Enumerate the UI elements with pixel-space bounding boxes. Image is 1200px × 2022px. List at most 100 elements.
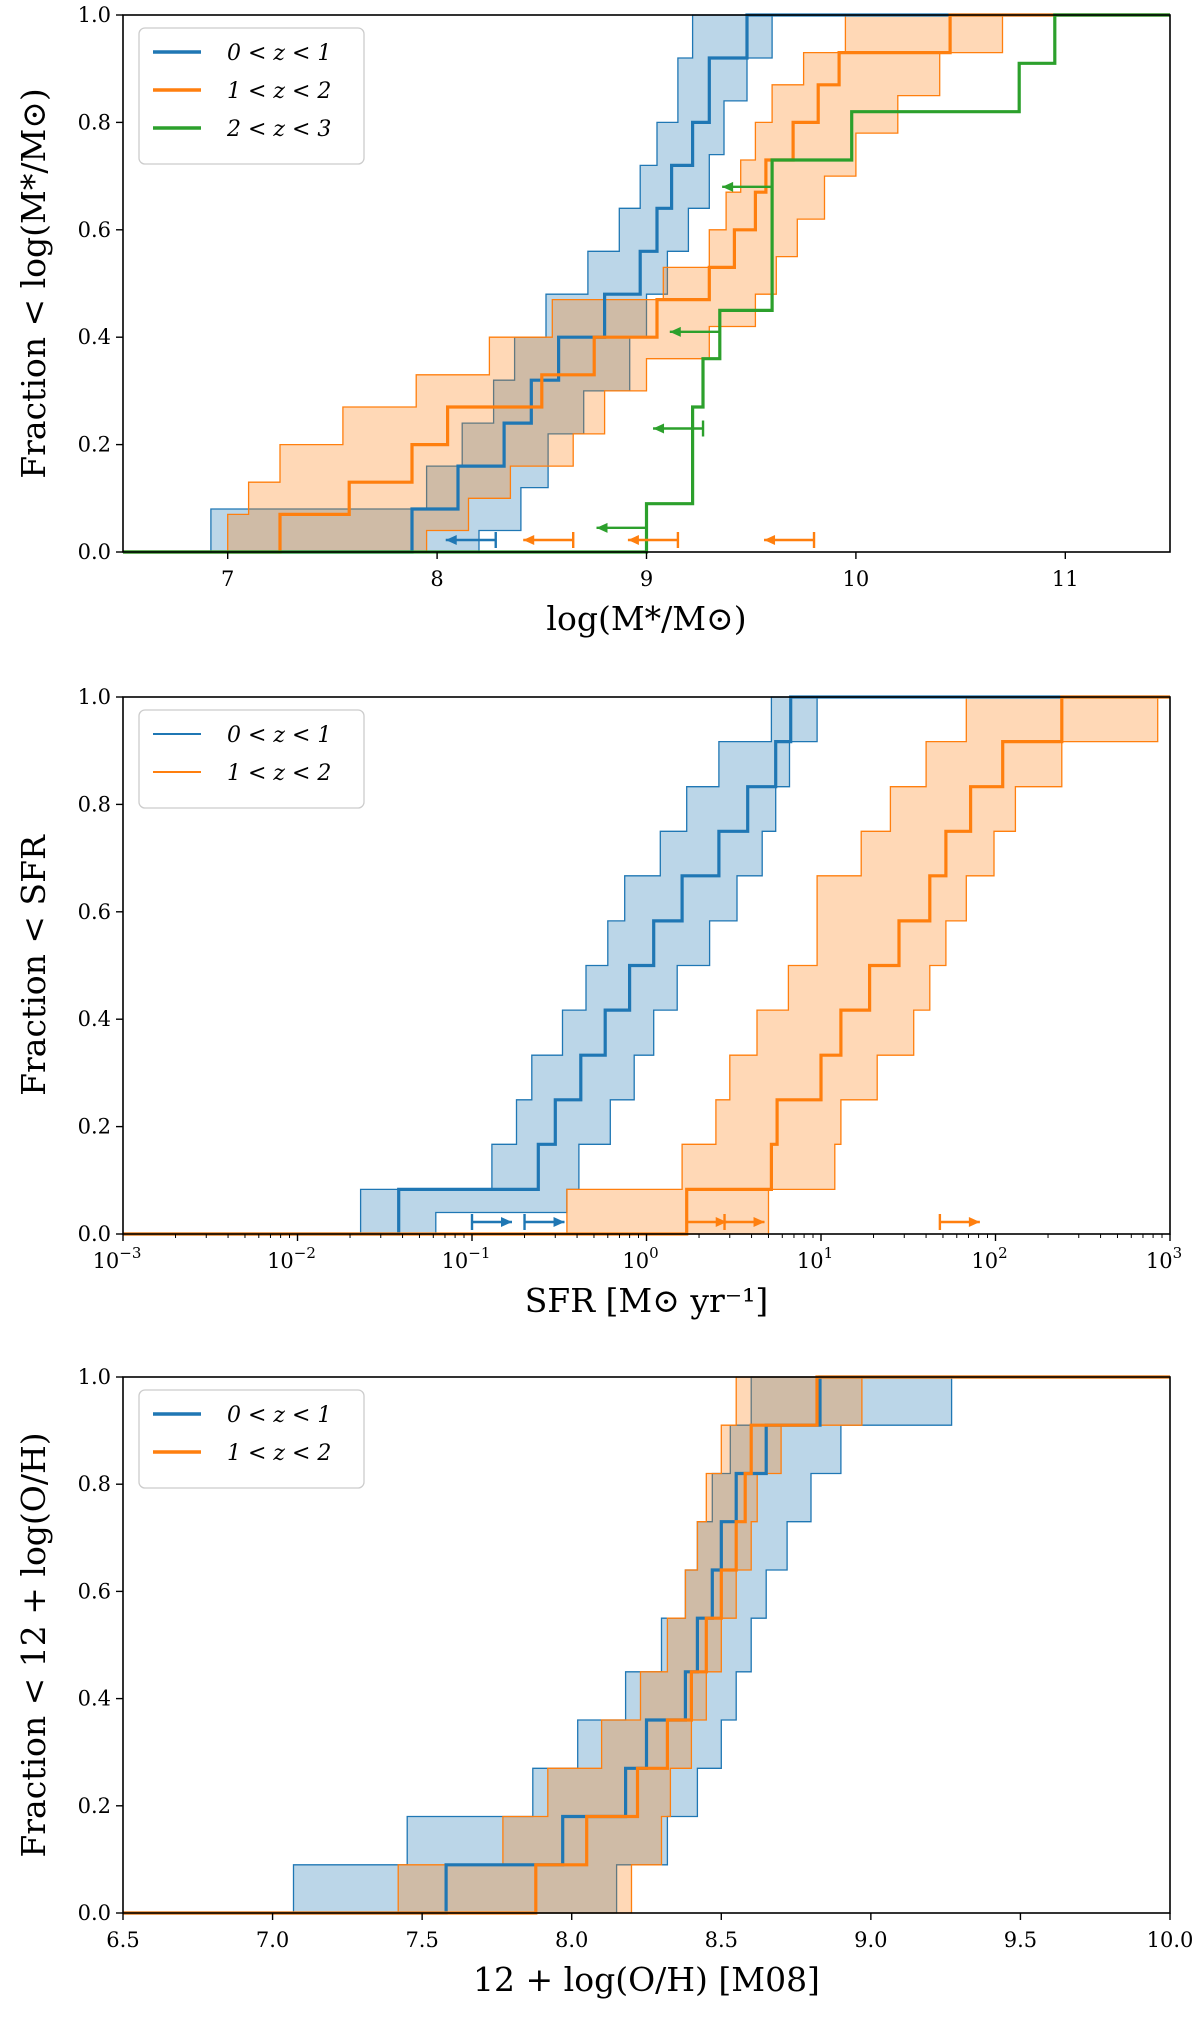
y-tick-label: 0.4 [78, 325, 111, 349]
x-tick-label: 8.0 [555, 1928, 588, 1952]
x-tick-exponent: 0 [649, 1244, 659, 1262]
x-tick-label: 7.0 [256, 1928, 289, 1952]
stellar-mass-cdf-panel: 0.0 0.2 0.4 0.6 0.8 1.0 7 8 9 10 11 log(M*/M⊙) Fract… [14, 3, 1171, 638]
x-tick-label: 10 [843, 567, 870, 591]
limit-head [715, 1217, 727, 1227]
x-tick-label: 9.5 [1004, 1928, 1037, 1952]
band-upper-edge-0 [123, 1376, 1170, 1914]
x-axis-label: 12 + log(O/H) [M08] [473, 1960, 820, 1999]
confidence-band-1 [123, 1377, 1170, 1913]
cdf-step-line-0 [123, 695, 1170, 1236]
band-upper-edge-0 [123, 696, 1170, 1235]
limit-head [596, 522, 608, 533]
cdf-step-line-0 [123, 13, 1170, 554]
y-tick-label: 0.0 [78, 1222, 111, 1246]
upper-limit-arrow-0-0 [445, 532, 497, 548]
limit-head [501, 1217, 512, 1227]
x-tick-label: 103 [1146, 1244, 1182, 1273]
y-tick-label: 0.2 [78, 433, 111, 457]
y-axis-label: Fraction < 12 + log(O/H) [14, 1432, 53, 1857]
confidence-band-0 [123, 15, 1170, 552]
x-axis-label: SFR [M⊙ yr⁻¹] [525, 1281, 769, 1320]
band-lower-edge-1 [123, 696, 1170, 1235]
x-tick-label: 8 [430, 567, 443, 591]
band-lower-edge-0 [123, 1376, 1170, 1914]
limit-head [669, 326, 681, 337]
y-tick-label: 1.0 [78, 3, 111, 27]
sfr-cdf-panel: 0.00.20.40.60.81.010−3 10−2 10−1 100 101 102 1… [14, 685, 1182, 1320]
x-tick-label: 101 [797, 1244, 833, 1273]
band-upper-edge-1 [123, 1376, 1170, 1914]
limit-head [627, 535, 639, 545]
x-tick-exponent: 2 [998, 1244, 1008, 1262]
x-tick-exponent: −2 [294, 1244, 316, 1262]
cdf-step-line-2 [123, 13, 1170, 554]
upper-limit-arrow-1-0 [523, 532, 575, 548]
limit-head [722, 181, 734, 192]
y-tick-label: 1.0 [78, 685, 111, 709]
x-tick-label: 9.0 [854, 1928, 887, 1952]
x-tick-label: 7.5 [405, 1928, 438, 1952]
legend-entry: 1 < z < 2 [227, 761, 331, 786]
y-axis-label: Fraction < log(M*/M⊙) [14, 88, 53, 479]
y-tick-label: 0.2 [78, 1794, 111, 1818]
cdf-step-line-1 [123, 695, 1170, 1236]
x-tick-label: 10−2 [267, 1244, 316, 1273]
x-tick-exponent: 3 [1173, 1244, 1183, 1262]
y-tick-label: 0.8 [78, 110, 111, 134]
legend-entry: 2 < z < 3 [226, 117, 331, 142]
y-tick-label: 0.6 [78, 1579, 111, 1603]
y-tick-label: 0.0 [78, 540, 111, 564]
limit-head [445, 535, 457, 545]
lower-limit-arrow-0-1 [523, 1214, 565, 1230]
x-tick-label: 10−3 [93, 1244, 142, 1273]
x-tick-label: 11 [1052, 567, 1079, 591]
legend-entry: 0 < z < 1 [227, 41, 331, 66]
band-lower-edge-0 [123, 14, 1170, 553]
x-tick-exponent: 1 [824, 1244, 834, 1262]
lower-limit-arrow-1-1 [723, 1214, 765, 1230]
x-tick-label: 10.0 [1147, 1928, 1194, 1952]
y-tick-label: 0.8 [78, 1472, 111, 1496]
plot-frame [122, 1376, 1171, 1914]
lower-limit-arrow-0-0 [470, 1214, 512, 1230]
limit-head [968, 1217, 980, 1227]
y-tick-label: 0.2 [78, 1115, 111, 1139]
limit-head [753, 1217, 765, 1227]
legend-entry: 1 < z < 2 [227, 79, 331, 104]
limit-head [553, 1217, 565, 1227]
confidence-band-1 [123, 697, 1170, 1234]
x-tick-label: 102 [971, 1244, 1007, 1273]
legend-entry: 0 < z < 1 [227, 723, 331, 748]
upper-limit-arrow-1-2 [764, 532, 816, 548]
upper-limit-arrow-2-0 [596, 519, 648, 536]
confidence-band-0 [123, 1377, 1170, 1913]
x-tick-exponent: −3 [119, 1244, 141, 1262]
legend-entry: 0 < z < 1 [227, 1403, 331, 1428]
band-lower-edge-1 [123, 1376, 1170, 1914]
x-tick-exponent: −1 [468, 1244, 490, 1262]
limit-head [764, 535, 776, 545]
x-tick-label: 8.5 [705, 1928, 738, 1952]
x-tick-label: 9 [640, 567, 653, 591]
band-upper-edge-0 [123, 14, 1170, 553]
upper-limit-arrow-2-2 [669, 323, 721, 340]
y-tick-label: 0.4 [78, 1007, 111, 1031]
cdf-step-line-1 [123, 1375, 1170, 1915]
y-tick-label: 0.6 [78, 900, 111, 924]
x-tick-label: 6.5 [106, 1928, 139, 1952]
limit-head [653, 423, 665, 434]
cdf-step-line-1 [123, 13, 1170, 554]
x-tick-label: 7 [221, 567, 234, 591]
y-axis-label: Fraction < SFR [14, 834, 53, 1096]
x-axis-label: log(M*/M⊙) [546, 599, 746, 638]
x-tick-label: 10−1 [442, 1244, 491, 1273]
cdf-step-line-0 [123, 1375, 1170, 1915]
lower-limit-arrow-1-2 [938, 1214, 980, 1230]
y-tick-label: 0.0 [78, 1901, 111, 1925]
upper-limit-arrow-2-1 [653, 420, 705, 437]
metallicity-cdf-panel: 0.0 0.2 0.4 0.6 0.8 1.0 6.5 7.0 7.5 8.0 8.5 9.0 9.5 1… [14, 1365, 1193, 1999]
upper-limit-arrow-2-3 [722, 178, 774, 195]
limit-head [523, 535, 535, 545]
